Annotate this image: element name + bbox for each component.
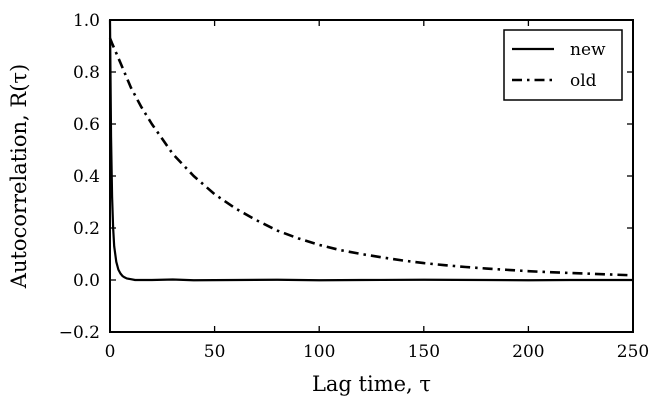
legend: new old [503,29,623,101]
x-tick-label: 0 [105,342,116,362]
series-line-new [108,19,633,282]
y-tick-label: 1.0 [73,11,100,31]
x-tick-label: 150 [408,342,440,362]
x-tick-label: 100 [303,342,335,362]
x-axis-label: Lag time, τ [312,372,431,396]
y-tick-label: 0.2 [73,219,100,239]
x-tick-label: 50 [204,342,226,362]
data-layer [108,19,634,282]
x-tick-label: 250 [617,342,649,362]
ticks-layer: 0 50 100 150 200 250 −0.2 0.0 0.2 0.4 0.6 0.8 1.0 [59,11,650,362]
series-line-old [108,37,634,277]
legend-box [503,29,623,101]
y-tick-label: 0.4 [73,167,100,187]
y-tick-label: 0.0 [73,271,100,291]
x-tick-label: 200 [512,342,544,362]
legend-label-old: old [570,71,597,91]
y-axis-label: Autocorrelation, R(τ) [7,64,31,289]
y-tick-label: 0.8 [73,63,100,83]
y-tick-label: 0.6 [73,115,100,135]
legend-label-new: new [570,40,606,60]
y-tick-label: −0.2 [59,323,100,343]
